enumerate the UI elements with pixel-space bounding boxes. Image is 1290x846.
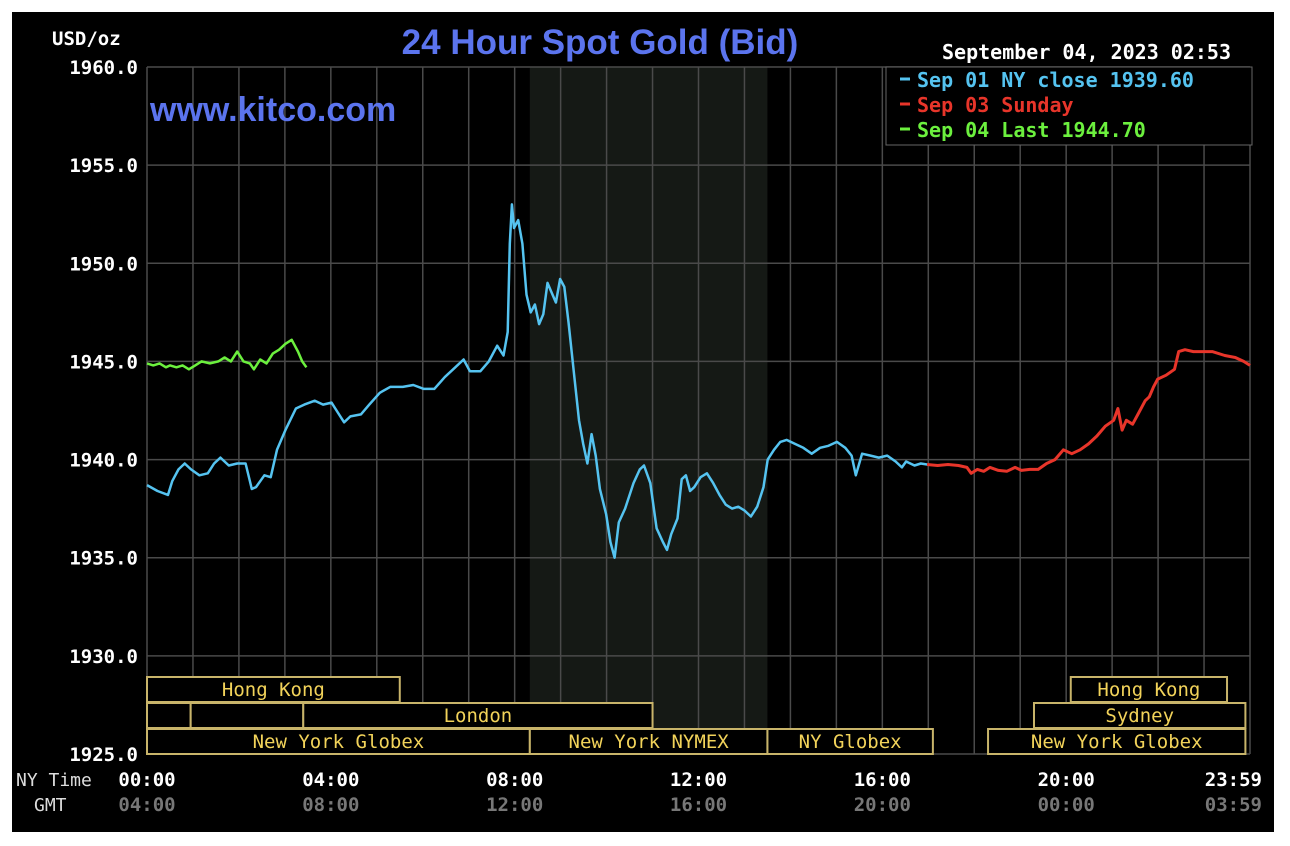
grid-layer <box>146 66 1251 755</box>
x-tick-gmt: 20:00 <box>854 794 911 816</box>
session-box <box>146 728 531 755</box>
legend-entry-2: Sep 04 Last 1944.70 <box>917 118 1146 142</box>
shaded-session-layer <box>529 67 768 754</box>
x-tick-gmt: 12:00 <box>486 794 543 816</box>
y-tick-label: 1960.0 <box>69 57 138 79</box>
session-box <box>302 702 654 729</box>
chart-title: 24 Hour Spot Gold (Bid) <box>402 23 799 62</box>
session-label: Hong Kong <box>222 679 325 701</box>
x-tick-ny: 23:59 <box>1205 769 1262 791</box>
y-unit-label: USD/oz <box>52 28 121 50</box>
legend-entry-0: Sep 01 NY close 1939.60 <box>917 68 1194 92</box>
session-label: Hong Kong <box>1097 679 1200 701</box>
session-box <box>528 728 769 755</box>
session-label: Sydney <box>1105 705 1174 727</box>
session-box <box>766 728 934 755</box>
y-tick-label: 1950.0 <box>69 253 138 275</box>
y-tick-label: 1930.0 <box>69 646 138 668</box>
x-tick-ny: 08:00 <box>486 769 543 791</box>
axes: 1960.0 1955.0 1950.0 1945.0 1940.0 1935.0 1930… <box>69 57 1262 816</box>
legend-box <box>885 66 1253 146</box>
legend: Sep 01 NY close 1939.60 Sep 03 Sunday Se… <box>885 66 1253 146</box>
session-label: London <box>444 705 513 727</box>
x-tick-ny: 04:00 <box>302 769 359 791</box>
session-label: NY Globex <box>799 731 902 753</box>
gmt-row-label: GMT <box>34 795 67 816</box>
session-box <box>987 728 1247 755</box>
y-tick-label: 1955.0 <box>69 155 138 177</box>
ny-time-row-label: NY Time <box>16 770 92 791</box>
y-tick-label: 1925.0 <box>69 744 138 766</box>
series-line-1 <box>926 348 1251 475</box>
x-tick-ny: 16:00 <box>854 769 911 791</box>
x-tick-gmt: 03:59 <box>1205 794 1262 816</box>
x-tick-gmt: 08:00 <box>302 794 359 816</box>
legend-entry-1: Sep 03 Sunday <box>917 93 1074 117</box>
x-tick-gmt: 00:00 <box>1038 794 1095 816</box>
session-label: New York NYMEX <box>569 731 730 753</box>
gold-chart: Hong Kong Hong Kong London Sydney New York G… <box>16 23 1262 816</box>
chart-timestamp: September 04, 2023 02:53 <box>942 40 1231 64</box>
price-series <box>146 203 1251 559</box>
series-line-0 <box>146 203 928 559</box>
y-tick-label: 1935.0 <box>69 548 138 570</box>
trading-sessions: Hong Kong Hong Kong London Sydney New York G… <box>146 676 1247 755</box>
x-tick-ny: 12:00 <box>670 769 727 791</box>
x-tick-gmt: 04:00 <box>118 794 175 816</box>
y-tick-label: 1945.0 <box>69 351 138 373</box>
x-tick-ny: 00:00 <box>118 769 175 791</box>
session-box <box>146 702 192 729</box>
watermark: www.kitco.com <box>149 91 396 129</box>
y-tick-label: 1940.0 <box>69 450 138 472</box>
session-label: New York Globex <box>253 731 425 753</box>
x-tick-gmt: 16:00 <box>670 794 727 816</box>
session-box <box>1069 676 1229 703</box>
session-box <box>189 702 305 729</box>
session-label: New York Globex <box>1031 731 1203 753</box>
chart-frame: Hong Kong Hong Kong London Sydney New York G… <box>12 12 1274 832</box>
x-tick-ny: 20:00 <box>1038 769 1095 791</box>
nymex-session-shade <box>529 67 768 754</box>
series-line-2 <box>146 338 308 371</box>
